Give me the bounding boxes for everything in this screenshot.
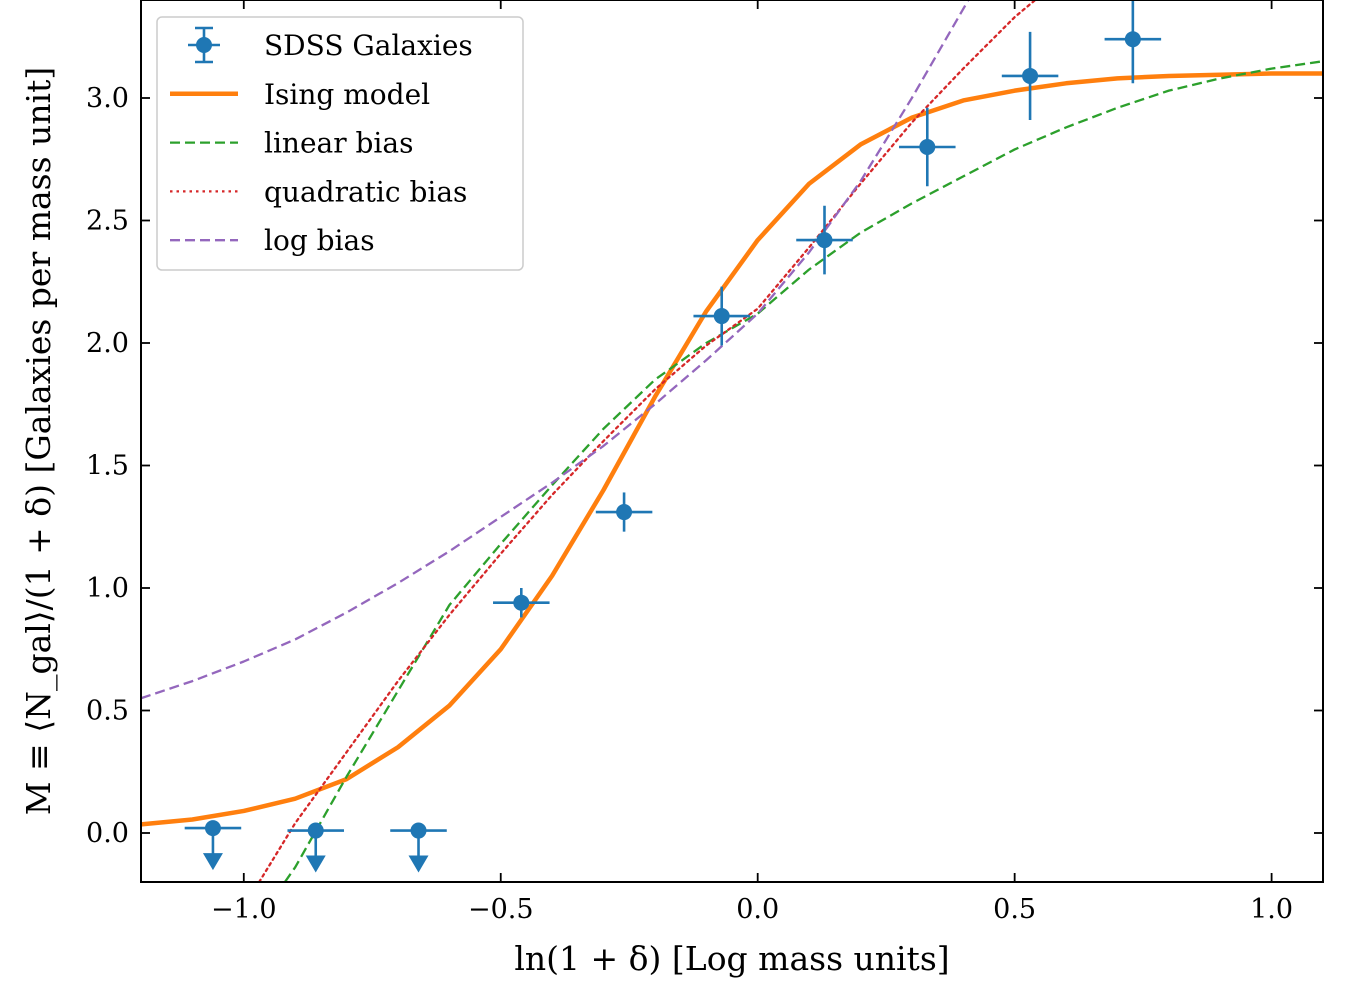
upper-limit-arrow — [202, 853, 223, 871]
data-point — [513, 594, 530, 611]
axis-ticks: −1.0 −0.5 0.0 0.5 1.0 0.0 0.5 1.0 1.5 2.0 2.5 3.0 — [86, 0, 1323, 925]
legend-handle — [196, 37, 212, 53]
upper-limit-arrow — [305, 855, 326, 873]
plot-frame — [140, 0, 1324, 883]
y-tick-label: 0.0 — [86, 818, 129, 849]
legend-label: log bias — [264, 224, 375, 257]
y-tick-label: 1.5 — [86, 451, 129, 482]
y-tick-label: 3.0 — [86, 83, 129, 114]
legend-label: Ising model — [264, 78, 430, 111]
legend-label: SDSS Galaxies — [264, 29, 473, 62]
x-tick-label: 1.0 — [1250, 894, 1293, 925]
x-tick-label: 0.0 — [736, 894, 779, 925]
y-tick-label: 1.0 — [86, 573, 129, 604]
x-axis-label: ln(1 + δ) [Log mass units] — [514, 939, 949, 978]
legend-label: linear bias — [264, 127, 413, 160]
x-tick-label: 0.5 — [993, 894, 1036, 925]
y-tick-label: 2.5 — [86, 206, 129, 237]
data-point — [713, 308, 730, 325]
x-tick-label: −0.5 — [468, 894, 534, 925]
y-tick-label: 0.5 — [86, 696, 129, 727]
legend: SDSS Galaxies Ising model linear bias quadr… — [156, 16, 524, 271]
plot-area — [141, 0, 1323, 882]
data-point — [1022, 67, 1039, 84]
series-line-log-bias — [141, 0, 970, 700]
legend-label: quadratic bias — [264, 175, 467, 208]
data-point — [616, 504, 633, 521]
data-point — [919, 139, 936, 155]
series-line-ising-model — [141, 71, 1323, 827]
y-tick-label: 2.0 — [86, 328, 129, 359]
x-tick-label: −1.0 — [211, 894, 277, 925]
upper-limit-arrow — [408, 855, 429, 873]
data-point — [1124, 31, 1141, 48]
data-point — [307, 822, 324, 839]
data-point — [410, 822, 427, 839]
data-point — [816, 232, 833, 249]
y-axis-label: M ≡ ⟨N_gal⟩/(1 + δ) [Galaxies per mass u… — [19, 67, 59, 815]
legend-box — [156, 16, 524, 271]
data-point — [204, 820, 221, 837]
series-line-quadratic-bias — [258, 0, 1037, 882]
